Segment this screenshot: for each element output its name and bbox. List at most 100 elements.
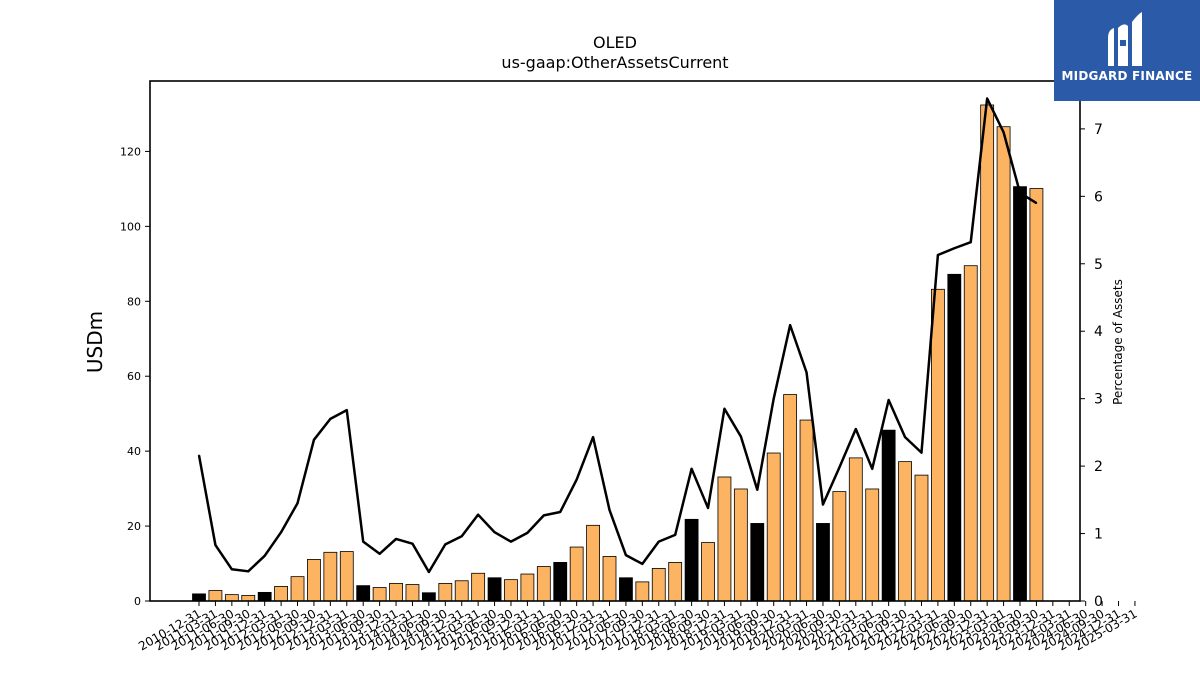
bar (208, 590, 223, 602)
bar (898, 461, 912, 602)
y-tick-label: 120 (120, 145, 141, 158)
line-point (707, 507, 709, 509)
line-point (838, 466, 841, 469)
bar (684, 518, 699, 602)
bar (421, 592, 436, 602)
line-point (805, 371, 808, 374)
bar (307, 559, 321, 602)
bar (487, 577, 502, 602)
line-point (526, 532, 529, 534)
bar (635, 581, 650, 602)
y-tick-label: 20 (127, 520, 141, 533)
bar (339, 551, 354, 602)
line-point (559, 511, 562, 513)
bar (602, 556, 617, 602)
bar (586, 524, 600, 602)
line-point (904, 436, 906, 438)
line-point (953, 247, 956, 250)
y2-tick-label: 5 (1094, 257, 1103, 273)
line-point (460, 535, 463, 538)
bar (1013, 186, 1027, 602)
bar (1029, 188, 1044, 602)
line-point (690, 468, 693, 470)
bar (290, 576, 305, 602)
line-point (871, 468, 874, 470)
line-point (280, 531, 282, 534)
bar-series (192, 104, 1044, 602)
bar (717, 476, 732, 602)
bar (750, 523, 765, 602)
line-point (1019, 192, 1021, 194)
line-point (592, 436, 594, 438)
bar (323, 551, 338, 602)
bar (980, 104, 995, 602)
y-tick-label: 60 (127, 370, 141, 383)
line-point (198, 454, 200, 457)
line-point (428, 571, 430, 573)
y2-axis-label: Percentage of Assets (1111, 279, 1125, 405)
line-point (214, 544, 217, 546)
bar (701, 542, 715, 602)
y2-tick-label: 6 (1094, 189, 1103, 205)
bar (553, 562, 568, 602)
brand-logo: MIDGARD FINANCE (1054, 0, 1200, 101)
bar (783, 394, 798, 602)
line-point (411, 542, 414, 545)
bar (569, 546, 584, 602)
bar (816, 523, 830, 602)
line-point (296, 502, 299, 505)
y-tick-label: 100 (120, 220, 141, 233)
bar (241, 594, 256, 602)
bar (914, 474, 929, 602)
line-point (231, 568, 233, 571)
line-path (197, 97, 1038, 574)
line-point (247, 570, 250, 573)
y2-tick-label: 4 (1094, 324, 1103, 340)
line-point (740, 435, 742, 438)
bar (733, 488, 748, 602)
chart-subtitle: us-gaap:OtherAssetsCurrent (501, 53, 728, 72)
bar (389, 582, 403, 602)
y2-tick-label: 1 (1094, 527, 1103, 543)
bar (504, 579, 518, 602)
bar (832, 491, 847, 602)
line-point (510, 540, 512, 543)
bar (766, 452, 781, 602)
line-point (395, 538, 397, 540)
line-point (608, 509, 611, 511)
y-tick-label: 40 (127, 445, 141, 458)
line-point (920, 451, 923, 454)
bar (224, 594, 239, 602)
y2-tick-label: 7 (1094, 122, 1103, 138)
line-point (477, 513, 479, 516)
bar (536, 566, 551, 602)
line-point (986, 97, 988, 100)
line-point (1035, 202, 1038, 204)
bar (372, 587, 387, 602)
bar (996, 126, 1011, 602)
line-point (887, 399, 890, 401)
bar (848, 457, 863, 602)
line-point (345, 409, 348, 411)
y-tick-label: 0 (134, 595, 141, 608)
bar (438, 582, 453, 602)
bar (651, 568, 666, 602)
bar (963, 265, 978, 602)
line-point (674, 534, 676, 536)
bar (192, 593, 206, 602)
chart-title: OLED (593, 33, 637, 52)
line-series (197, 97, 1038, 574)
y2-tick-label: 3 (1094, 392, 1103, 408)
y2-tick-label: 2 (1094, 459, 1103, 475)
line-point (1002, 131, 1005, 134)
midgard-logo-icon (1108, 12, 1142, 66)
line-point (444, 543, 447, 546)
bar (931, 288, 945, 602)
line-point (657, 540, 660, 543)
line-point (855, 428, 857, 430)
line-point (723, 407, 726, 410)
bar (881, 429, 896, 602)
line-point (822, 503, 824, 506)
